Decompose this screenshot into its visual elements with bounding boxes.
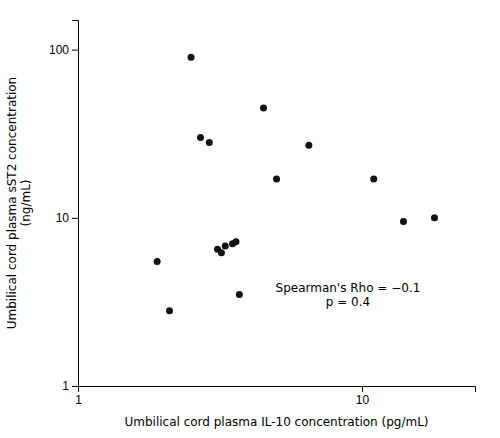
- point: [370, 176, 377, 183]
- y-axis-line: [72, 21, 79, 387]
- point: [197, 134, 204, 141]
- points: [154, 54, 438, 314]
- x-axis-tick-label: 1: [75, 393, 82, 407]
- point: [206, 139, 213, 146]
- y-axis: 1 10 100: [49, 21, 79, 394]
- point: [188, 54, 195, 61]
- y-axis-title: Umbilical cord plasma sST2 concentration…: [5, 77, 33, 329]
- chart: 1 10 1 10 100 Spearman's Rho = −0.1p = 0.4 Umb…: [0, 0, 500, 438]
- x-axis-tick-label: 10: [356, 393, 370, 407]
- y-axis-tick-label: 100: [49, 43, 69, 57]
- point: [222, 242, 229, 249]
- x-axis-tick: 1: [75, 386, 82, 407]
- y-axis-tick: 10: [56, 211, 78, 225]
- y-axis-tick-mark: [72, 218, 78, 219]
- point: [260, 104, 267, 111]
- x-axis-tick-mark: [362, 386, 363, 392]
- point: [166, 307, 173, 314]
- point: [218, 249, 225, 256]
- point: [154, 258, 161, 265]
- x-axis: 1 10: [75, 386, 475, 407]
- x-axis-tick: 10: [356, 386, 370, 407]
- point: [400, 218, 407, 225]
- y-axis-tick: 100: [49, 43, 78, 57]
- y-axis-tick-label: 10: [56, 211, 70, 225]
- y-axis-tick: 1: [62, 379, 78, 393]
- x-axis-line: [79, 387, 476, 393]
- plot: 1 10 1 10 100 Spearman's Rho = −0.1p = 0.4: [49, 21, 476, 407]
- x-axis-title: Umbilical cord plasma IL-10 concentratio…: [124, 415, 428, 429]
- point: [431, 214, 438, 221]
- y-axis-tick-label: 1: [62, 379, 69, 393]
- point: [232, 238, 239, 245]
- point: [305, 142, 312, 149]
- annotation: Spearman's Rho = −0.1p = 0.4: [276, 281, 421, 309]
- y-axis-tick-mark: [72, 50, 78, 51]
- y-axis-tick-mark: [72, 386, 78, 387]
- point: [273, 176, 280, 183]
- point: [236, 291, 243, 298]
